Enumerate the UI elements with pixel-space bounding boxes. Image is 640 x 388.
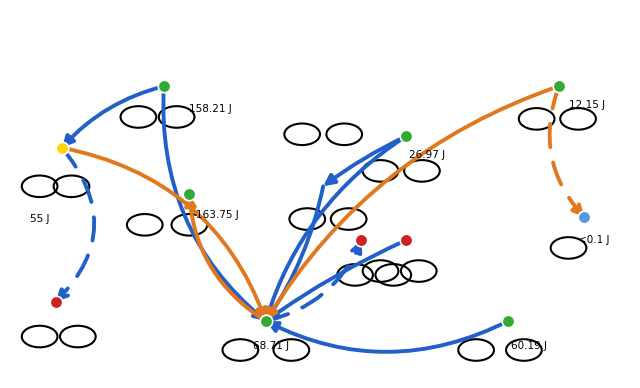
Text: 158.21 J: 158.21 J: [189, 104, 232, 114]
FancyArrowPatch shape: [268, 186, 323, 317]
FancyArrowPatch shape: [269, 240, 406, 319]
FancyArrowPatch shape: [268, 86, 559, 317]
FancyArrowPatch shape: [269, 321, 508, 352]
Text: <0.1 J: <0.1 J: [578, 235, 609, 245]
FancyArrowPatch shape: [326, 136, 406, 184]
FancyArrowPatch shape: [186, 198, 266, 321]
FancyArrowPatch shape: [62, 148, 266, 317]
FancyArrowPatch shape: [65, 86, 164, 145]
FancyArrowPatch shape: [163, 86, 262, 318]
FancyArrowPatch shape: [59, 148, 94, 299]
Text: 68.71 J: 68.71 J: [253, 341, 289, 351]
Text: 26.97 J: 26.97 J: [409, 151, 445, 161]
FancyArrowPatch shape: [550, 86, 582, 214]
Text: 163.75 J: 163.75 J: [196, 210, 239, 220]
Text: 12.15 J: 12.15 J: [568, 100, 605, 111]
Text: 60.19 J: 60.19 J: [511, 341, 547, 351]
FancyArrowPatch shape: [266, 136, 406, 317]
FancyArrowPatch shape: [266, 244, 360, 321]
Text: 55 J: 55 J: [30, 214, 49, 224]
